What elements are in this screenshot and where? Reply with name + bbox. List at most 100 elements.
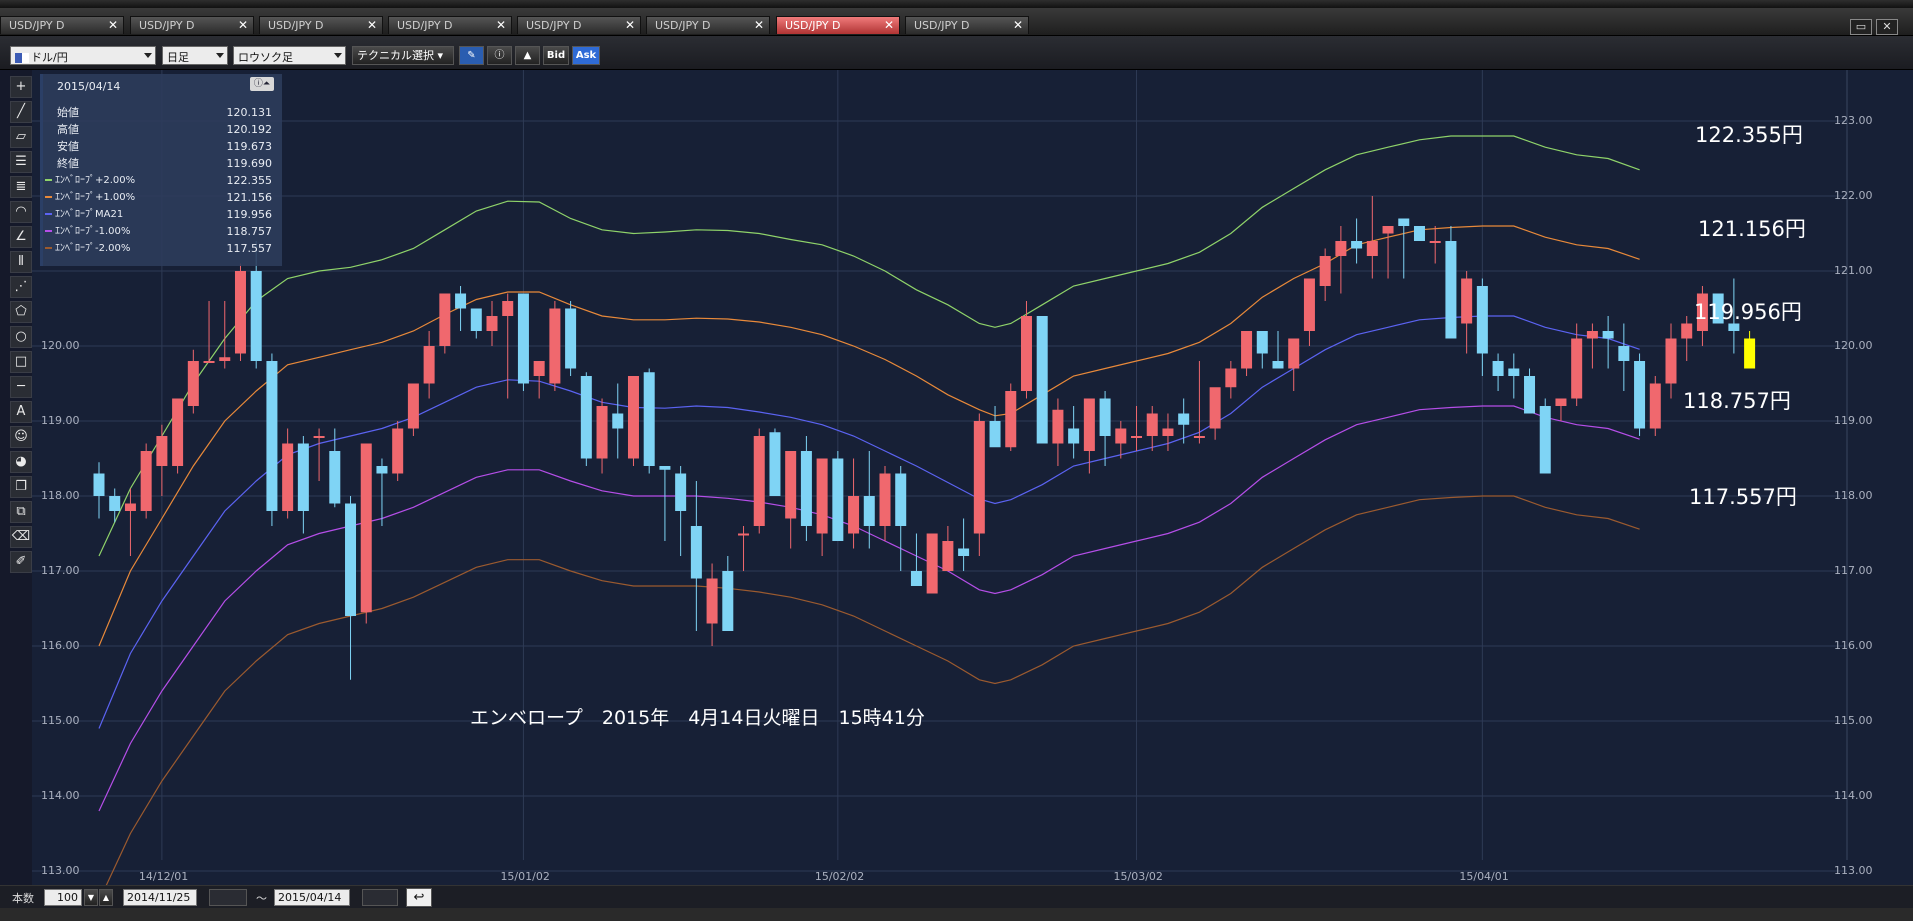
arc-tool-button[interactable]: ◠ xyxy=(10,201,32,223)
tab-chart-2[interactable]: USD/JPY D ✕ xyxy=(130,16,254,34)
count-input[interactable]: 100 xyxy=(44,889,82,906)
fan-tool-button[interactable]: ∠ xyxy=(10,226,32,248)
tab-chart-8[interactable]: USD/JPY D ✕ xyxy=(905,16,1029,34)
candle-body xyxy=(313,436,325,438)
candle-body xyxy=(234,271,246,354)
low-label: 安値 xyxy=(57,140,79,153)
candle-body xyxy=(1398,218,1410,226)
count-down-button[interactable]: ▼ xyxy=(84,889,98,906)
horizontal-lines-tool-button[interactable]: ☰ xyxy=(10,151,32,173)
end-time-input[interactable] xyxy=(362,889,398,906)
close-icon[interactable]: ✕ xyxy=(883,18,894,32)
info-button[interactable]: ⓘ xyxy=(487,46,512,65)
close-icon[interactable]: ✕ xyxy=(1012,18,1023,32)
end-date-input[interactable]: 2015/04/14 xyxy=(274,889,350,906)
price-tick-label-left: 113.00 xyxy=(41,864,80,877)
tab-chart-5[interactable]: USD/JPY D ✕ xyxy=(517,16,641,34)
candlestick-chart[interactable] xyxy=(32,70,1913,902)
candle-body xyxy=(439,293,451,346)
tab-chart-4[interactable]: USD/JPY D ✕ xyxy=(388,16,512,34)
candle-body xyxy=(1319,256,1331,286)
legend-value: 118.757 xyxy=(226,225,273,238)
range-tilde: ～ xyxy=(256,892,267,905)
eraser-icon: ⌫ xyxy=(11,529,31,544)
candle-body xyxy=(360,443,372,613)
mountain-chart-button[interactable]: ▲ xyxy=(515,46,540,65)
start-date-input[interactable]: 2014/11/25 xyxy=(123,889,197,906)
candle-body xyxy=(1476,286,1488,354)
tab-chart-7-active[interactable]: USD/JPY D ✕ xyxy=(776,16,900,34)
candle-body xyxy=(643,372,655,466)
count-up-button[interactable]: ▲ xyxy=(99,889,113,906)
eraser-tool-button[interactable]: ⌫ xyxy=(10,526,32,548)
candle-body xyxy=(1288,338,1300,369)
text-tool-button[interactable]: A xyxy=(10,401,32,423)
info-date: 2015/04/14 xyxy=(57,80,121,93)
pitchfork-tool-button[interactable]: ⋰ xyxy=(10,276,32,298)
draw-pen-button[interactable]: ✎ xyxy=(459,46,484,65)
crosshair-tool-button[interactable]: + xyxy=(10,76,32,98)
vertical-lines-tool-button[interactable]: ⦀ xyxy=(10,251,32,273)
tab-chart-3[interactable]: USD/JPY D ✕ xyxy=(259,16,383,34)
candle-body xyxy=(612,413,624,429)
layers-tool-button[interactable]: ⧉ xyxy=(10,501,32,523)
close-icon[interactable]: ✕ xyxy=(107,18,118,32)
minus1-price-label: 118.757円 xyxy=(1683,389,1791,413)
trendline-tool-button[interactable]: ╱ xyxy=(10,101,32,123)
candle-body xyxy=(1728,323,1740,331)
candle-body xyxy=(1681,323,1693,339)
close-window-button[interactable]: ✕ xyxy=(1876,19,1898,35)
currency-pair-select[interactable]: ドル/円 xyxy=(10,46,156,65)
apply-range-button[interactable]: ↩ xyxy=(406,888,432,907)
ruler-tool-button[interactable]: ▱ xyxy=(10,126,32,148)
chart-area[interactable] xyxy=(32,70,1913,902)
count-label: 本数 xyxy=(12,892,34,905)
polygon-tool-button[interactable]: ⬠ xyxy=(10,301,32,323)
tab-chart-1[interactable]: USD/JPY D ✕ xyxy=(0,16,124,34)
magnet-tool-button[interactable]: ◕ xyxy=(10,451,32,473)
technical-select-label: テクニカル選択 xyxy=(357,49,434,62)
price-tick-label-left: 115.00 xyxy=(41,714,80,727)
close-label: 終値 xyxy=(57,157,79,170)
multi-lines-tool-button[interactable]: ≣ xyxy=(10,176,32,198)
timeframe-select[interactable]: 日足 xyxy=(162,46,228,65)
bid-button[interactable]: Bid xyxy=(543,46,569,65)
eraser-all-tool-button[interactable]: ✐ xyxy=(10,551,32,573)
chevron-down-icon: ▾ xyxy=(437,49,444,62)
close-icon[interactable]: ✕ xyxy=(237,18,248,32)
tab-chart-6[interactable]: USD/JPY D ✕ xyxy=(646,16,770,34)
candle-body xyxy=(1303,278,1315,331)
copy-tool-button[interactable]: ❐ xyxy=(10,476,32,498)
pentagon-icon: ⬠ xyxy=(15,304,27,319)
ask-button[interactable]: Ask xyxy=(572,46,600,65)
close-icon[interactable]: ✕ xyxy=(495,18,506,32)
low-value: 119.673 xyxy=(226,140,273,153)
candle-body xyxy=(93,473,105,496)
close-icon[interactable]: ✕ xyxy=(624,18,635,32)
rectangle-tool-button[interactable]: □ xyxy=(10,351,32,373)
chart-type-select[interactable]: ロウソク足 xyxy=(233,46,346,65)
candle-body xyxy=(297,443,309,511)
chart-type-label: ロウソク足 xyxy=(238,51,293,64)
price-tick-label-left: 117.00 xyxy=(41,564,80,577)
ruler-icon: ▱ xyxy=(16,129,26,144)
candle-body xyxy=(1020,316,1032,391)
multi-lines-icon: ≣ xyxy=(15,179,27,194)
candle-body xyxy=(1241,331,1253,369)
candle-body xyxy=(659,466,671,470)
hline-tool-button[interactable]: ─ xyxy=(10,376,32,398)
candle-body xyxy=(895,473,907,526)
start-time-input[interactable] xyxy=(209,889,247,906)
info-panel-controls[interactable]: ⓘ⏶ xyxy=(250,77,274,91)
icon-tool-button[interactable]: ☺ xyxy=(10,426,32,448)
candle-body xyxy=(738,533,750,536)
trendline-icon: ╱ xyxy=(17,104,25,119)
chevron-up-icon: ▲ xyxy=(102,893,110,902)
technical-select-button[interactable]: テクニカル選択 ▾ xyxy=(352,46,454,65)
candle-body xyxy=(565,308,577,369)
top-strip xyxy=(0,0,1913,8)
circle-tool-button[interactable]: ○ xyxy=(10,326,32,348)
close-icon[interactable]: ✕ xyxy=(366,18,377,32)
restore-window-button[interactable]: ▭ xyxy=(1850,19,1872,35)
close-icon[interactable]: ✕ xyxy=(753,18,764,32)
